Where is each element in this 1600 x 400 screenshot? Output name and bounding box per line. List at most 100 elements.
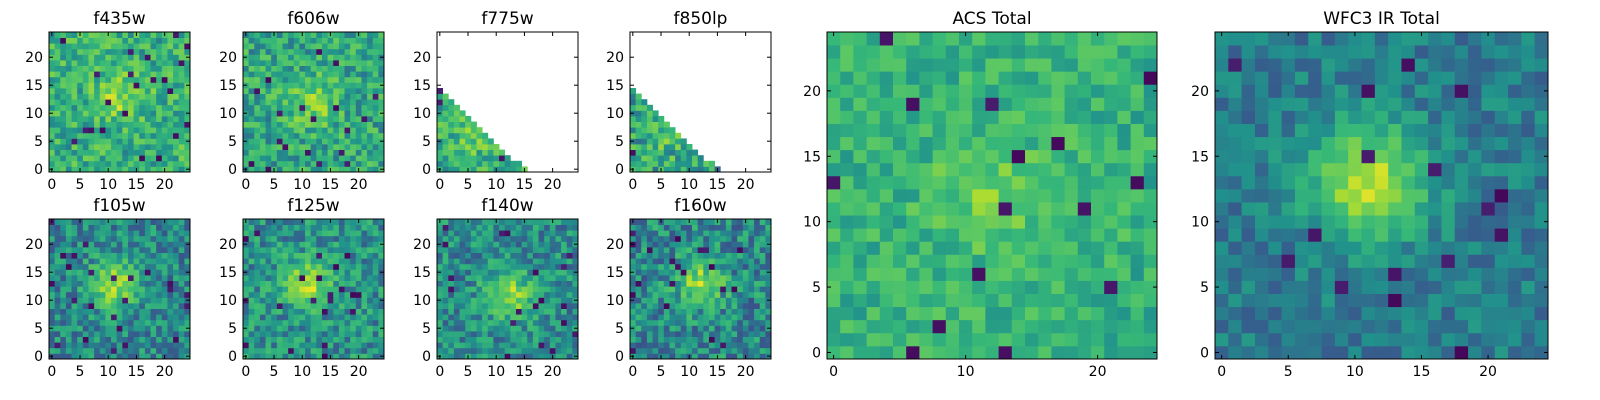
heatmap-cell <box>105 43 112 50</box>
heatmap-cell <box>77 286 84 293</box>
heatmap-cell <box>476 314 483 321</box>
heatmap-cell <box>111 224 118 231</box>
heatmap-cell <box>127 32 134 38</box>
heatmap-cell <box>144 275 151 281</box>
heatmap-cell <box>680 235 687 242</box>
heatmap-cell <box>635 116 642 122</box>
heatmap-cell <box>133 303 140 309</box>
heatmap-cell <box>305 144 312 150</box>
heatmap-cell <box>305 43 312 50</box>
heatmap-cell <box>305 314 312 321</box>
heatmap-cell <box>748 252 755 259</box>
heatmap-cell <box>504 219 511 225</box>
heatmap-cell <box>243 65 250 72</box>
heatmap-cell <box>173 297 180 304</box>
heatmap-cell <box>133 160 140 167</box>
heatmap-cell <box>65 144 72 150</box>
heatmap-cell <box>82 32 89 38</box>
heatmap-cell <box>288 336 295 343</box>
heatmap-cell <box>49 99 56 106</box>
heatmap-cell <box>504 291 511 298</box>
heatmap-cell <box>985 149 999 164</box>
heatmap-cell <box>65 269 72 276</box>
heatmap-cell <box>470 308 477 315</box>
heatmap-cell <box>161 308 168 315</box>
heatmap-cell <box>150 54 157 61</box>
heatmap-cell <box>65 325 72 332</box>
heatmap-cell <box>333 269 340 276</box>
heatmap-cell <box>254 286 261 293</box>
heatmap-cell <box>293 54 300 61</box>
heatmap-cell <box>521 252 528 259</box>
heatmap-cell <box>184 99 191 106</box>
heatmap-cell <box>127 269 134 276</box>
heatmap-cell <box>144 99 151 106</box>
heatmap-cell <box>879 306 894 321</box>
heatmap-cell <box>60 160 67 167</box>
heatmap-cell <box>1051 123 1065 138</box>
heatmap-cell <box>259 166 266 173</box>
heatmap-cell <box>840 228 854 242</box>
heatmap-cell <box>111 269 118 276</box>
heatmap-cell <box>94 132 101 139</box>
heatmap-cell <box>692 230 699 237</box>
heatmap-cell <box>122 314 129 321</box>
heatmap-cell <box>453 280 460 287</box>
heatmap-cell <box>243 247 250 253</box>
heatmap-cell <box>259 48 266 55</box>
heatmap-cell <box>1011 84 1026 98</box>
heatmap-cell <box>635 99 642 106</box>
heatmap-cell <box>669 336 676 343</box>
heatmap-cell <box>372 32 379 38</box>
heatmap-cell <box>378 263 385 270</box>
heatmap-cell <box>276 263 283 270</box>
heatmap-cell <box>71 325 78 332</box>
heatmap-cell <box>184 252 191 259</box>
heatmap-cell <box>658 275 665 281</box>
heatmap-cell <box>276 110 283 117</box>
heatmap-cell <box>327 104 334 111</box>
heatmap-cell <box>344 121 351 128</box>
heatmap-cell <box>144 155 151 162</box>
heatmap-cell <box>99 291 106 298</box>
heatmap-cell <box>959 332 973 347</box>
heatmap-cell <box>127 219 134 225</box>
heatmap-cell <box>378 104 385 111</box>
heatmap-cell <box>88 247 95 253</box>
heatmap-cell <box>919 202 933 216</box>
heatmap-cell <box>156 76 163 83</box>
heatmap-cell <box>652 291 659 298</box>
heatmap-cell <box>646 247 653 253</box>
heatmap-cell <box>1077 319 1092 334</box>
y-tick-label: 5 <box>422 134 431 150</box>
heatmap-cell <box>133 230 140 237</box>
heatmap-cell <box>720 275 727 281</box>
heatmap-cell <box>635 144 642 150</box>
heatmap-cell <box>288 263 295 270</box>
heatmap-cell <box>1104 71 1118 85</box>
heatmap-cell <box>288 342 295 349</box>
x-tick-label: 20 <box>1089 364 1107 380</box>
heatmap-cell <box>350 93 357 100</box>
heatmap-cell <box>310 93 317 100</box>
heatmap-cell <box>470 127 477 134</box>
heatmap-cell <box>1011 136 1026 151</box>
heatmap-cell <box>122 241 129 248</box>
heatmap-cell <box>692 235 699 242</box>
heatmap-cell <box>476 303 483 309</box>
heatmap-cell <box>350 247 357 253</box>
heatmap-cell <box>305 166 312 173</box>
heatmap-cell <box>720 247 727 253</box>
heatmap-cell <box>282 54 289 61</box>
heatmap-cell <box>299 104 306 111</box>
heatmap-cell <box>487 241 494 248</box>
heatmap-cell <box>465 230 472 237</box>
heatmap-cell <box>321 241 328 248</box>
heatmap-cell <box>321 132 328 139</box>
heatmap-cell <box>60 166 67 173</box>
heatmap-cell <box>459 235 466 242</box>
heatmap-cell <box>144 76 151 83</box>
heatmap-cell <box>88 116 95 122</box>
heatmap-cell <box>88 149 95 156</box>
heatmap-cell <box>77 235 84 242</box>
